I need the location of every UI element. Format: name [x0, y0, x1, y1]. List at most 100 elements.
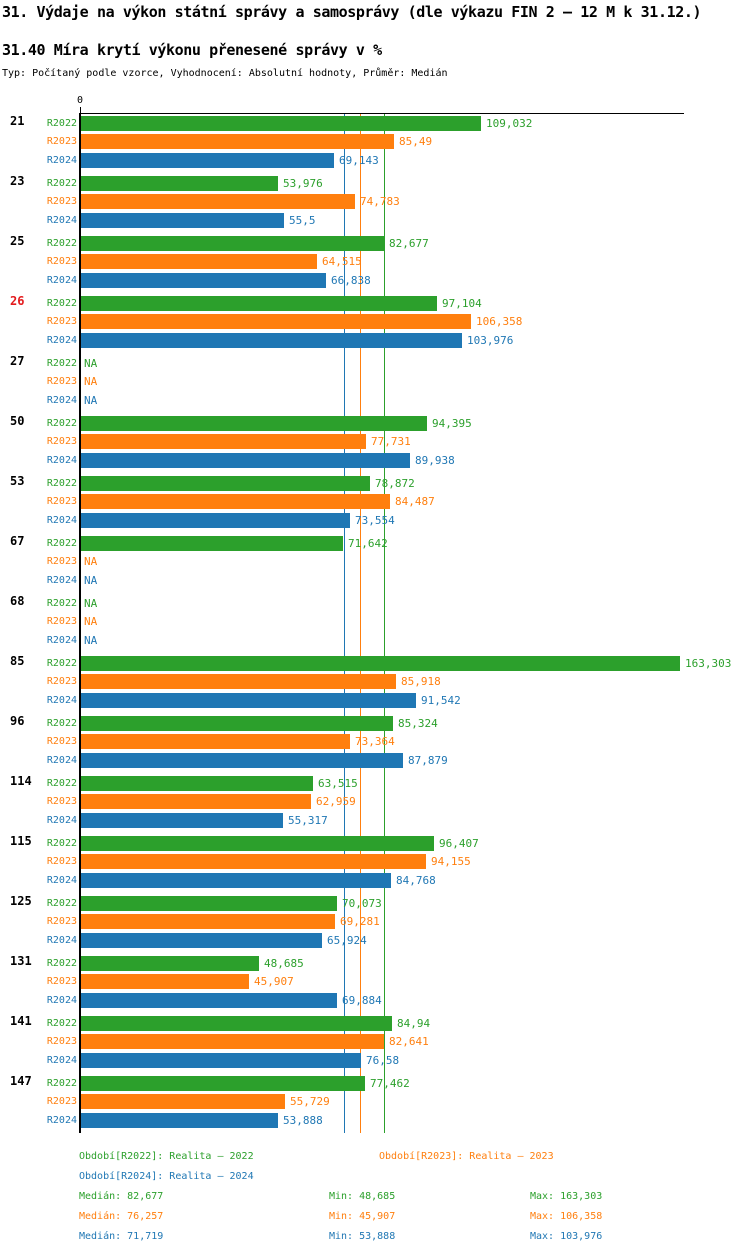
bar-85-r2024 [80, 693, 416, 708]
series-label-r2024: R2024 [46, 575, 77, 586]
bar-21-r2024 [80, 153, 334, 168]
series-label-r2022: R2022 [46, 718, 77, 729]
bar-147-r2022 [80, 1076, 365, 1091]
bar-26-r2023 [80, 314, 471, 329]
bar-value-label: 84,94 [397, 1017, 431, 1030]
bar-value-na: NA [84, 555, 98, 568]
bar-value-label: 53,976 [283, 177, 323, 190]
bar-26-r2024 [80, 333, 462, 348]
bar-group-114: 114 R2022 63,515 R2023 62,959 R2024 55,317 [0, 773, 750, 833]
bar-value-label: 69,884 [342, 994, 382, 1007]
series-label-r2022: R2022 [46, 1078, 77, 1089]
series-label-r2024: R2024 [46, 335, 77, 346]
bar-value-label: 78,872 [375, 477, 415, 490]
bar-group-68: 68 R2022 NA R2023 NA R2024 NA [0, 593, 750, 653]
bar-23-r2022 [80, 176, 278, 191]
bar-115-r2023 [80, 854, 426, 869]
bar-85-r2023 [80, 674, 396, 689]
bar-value-label: 73,554 [355, 514, 395, 527]
series-label-r2022: R2022 [46, 358, 77, 369]
series-label-r2023: R2023 [46, 196, 77, 207]
median-line-r2024 [344, 114, 345, 1133]
bar-53-r2023 [80, 494, 390, 509]
bar-value-label: 96,407 [439, 837, 479, 850]
group-label-115: 115 [10, 834, 32, 848]
series-label-r2023: R2023 [46, 856, 77, 867]
legend-item-r2023: Období[R2023]: Realita – 2023 [379, 1151, 554, 1162]
bar-group-25: 25 R2022 82,677 R2023 64,515 R2024 66,838 [0, 233, 750, 293]
series-label-r2022: R2022 [46, 298, 77, 309]
bar-value-label: 85,324 [398, 717, 438, 730]
stat-max-r2022: Max: 163,303 [530, 1191, 603, 1202]
bar-96-r2023 [80, 734, 350, 749]
bar-group-96: 96 R2022 85,324 R2023 73,364 R2024 87,879 [0, 713, 750, 773]
bar-67-r2022 [80, 536, 343, 551]
bar-50-r2023 [80, 434, 366, 449]
group-label-96: 96 [10, 714, 25, 728]
bar-147-r2023 [80, 1094, 285, 1109]
stat-max-r2023: Max: 106,358 [530, 1211, 603, 1222]
bar-23-r2023 [80, 194, 355, 209]
bar-value-na: NA [84, 597, 98, 610]
bar-value-na: NA [84, 375, 98, 388]
bar-group-115: 115 R2022 96,407 R2023 94,155 R2024 84,768 [0, 833, 750, 893]
median-line-r2023 [360, 114, 361, 1133]
group-label-26: 26 [10, 294, 25, 308]
series-label-r2024: R2024 [46, 995, 77, 1006]
series-label-r2024: R2024 [46, 875, 77, 886]
series-label-r2022: R2022 [46, 898, 77, 909]
series-label-r2022: R2022 [46, 538, 77, 549]
bar-group-53: 53 R2022 78,872 R2023 84,487 R2024 73,554 [0, 473, 750, 533]
stat-median-r2022: Medián: 82,677 [79, 1191, 164, 1202]
bar-25-r2024 [80, 273, 326, 288]
bar-value-label: 103,976 [467, 334, 514, 347]
bar-value-label: 55,729 [290, 1095, 330, 1108]
series-label-r2023: R2023 [46, 1096, 77, 1107]
series-label-r2023: R2023 [46, 376, 77, 387]
bar-23-r2024 [80, 213, 284, 228]
series-label-r2023: R2023 [46, 796, 77, 807]
axis-zero-tick-label: 0 [76, 95, 84, 106]
bar-value-label: 97,104 [442, 297, 482, 310]
bar-value-label: 85,918 [401, 675, 441, 688]
bar-value-label: 82,677 [389, 237, 429, 250]
series-label-r2024: R2024 [46, 275, 77, 286]
series-label-r2023: R2023 [46, 976, 77, 987]
bar-96-r2022 [80, 716, 393, 731]
bar-value-na: NA [84, 634, 98, 647]
series-label-r2024: R2024 [46, 215, 77, 226]
series-label-r2024: R2024 [46, 695, 77, 706]
bar-131-r2024 [80, 993, 337, 1008]
series-label-r2022: R2022 [46, 958, 77, 969]
group-label-53: 53 [10, 474, 25, 488]
series-label-r2023: R2023 [46, 556, 77, 567]
bar-21-r2023 [80, 134, 394, 149]
group-label-141: 141 [10, 1014, 32, 1028]
bar-value-label: 94,395 [432, 417, 472, 430]
series-label-r2024: R2024 [46, 635, 77, 646]
bar-50-r2022 [80, 416, 427, 431]
indicator-meta-line: Typ: Počítaný podle vzorce, Vyhodnocení:… [2, 68, 448, 79]
bar-value-label: 73,364 [355, 735, 395, 748]
legend-item-r2022: Období[R2022]: Realita – 2022 [79, 1151, 254, 1162]
bar-value-label: 48,685 [264, 957, 304, 970]
series-label-r2023: R2023 [46, 916, 77, 927]
series-label-r2023: R2023 [46, 316, 77, 327]
series-label-r2022: R2022 [46, 778, 77, 789]
bar-group-131: 131 R2022 48,685 R2023 45,907 R2024 69,884 [0, 953, 750, 1013]
bar-21-r2022 [80, 116, 481, 131]
bar-value-label: 77,731 [371, 435, 411, 448]
bar-value-label: 69,143 [339, 154, 379, 167]
bar-value-label: 53,888 [283, 1114, 323, 1127]
bar-group-27: 27 R2022 NA R2023 NA R2024 NA [0, 353, 750, 413]
group-label-68: 68 [10, 594, 25, 608]
series-label-r2022: R2022 [46, 418, 77, 429]
bar-value-label: 55,317 [288, 814, 328, 827]
group-label-85: 85 [10, 654, 25, 668]
axis-left-line [79, 113, 81, 1133]
stat-max-r2024: Max: 103,976 [530, 1231, 603, 1242]
page-title: 31. Výdaje na výkon státní správy a samo… [2, 3, 702, 21]
bar-value-label: 84,487 [395, 495, 435, 508]
bar-50-r2024 [80, 453, 410, 468]
